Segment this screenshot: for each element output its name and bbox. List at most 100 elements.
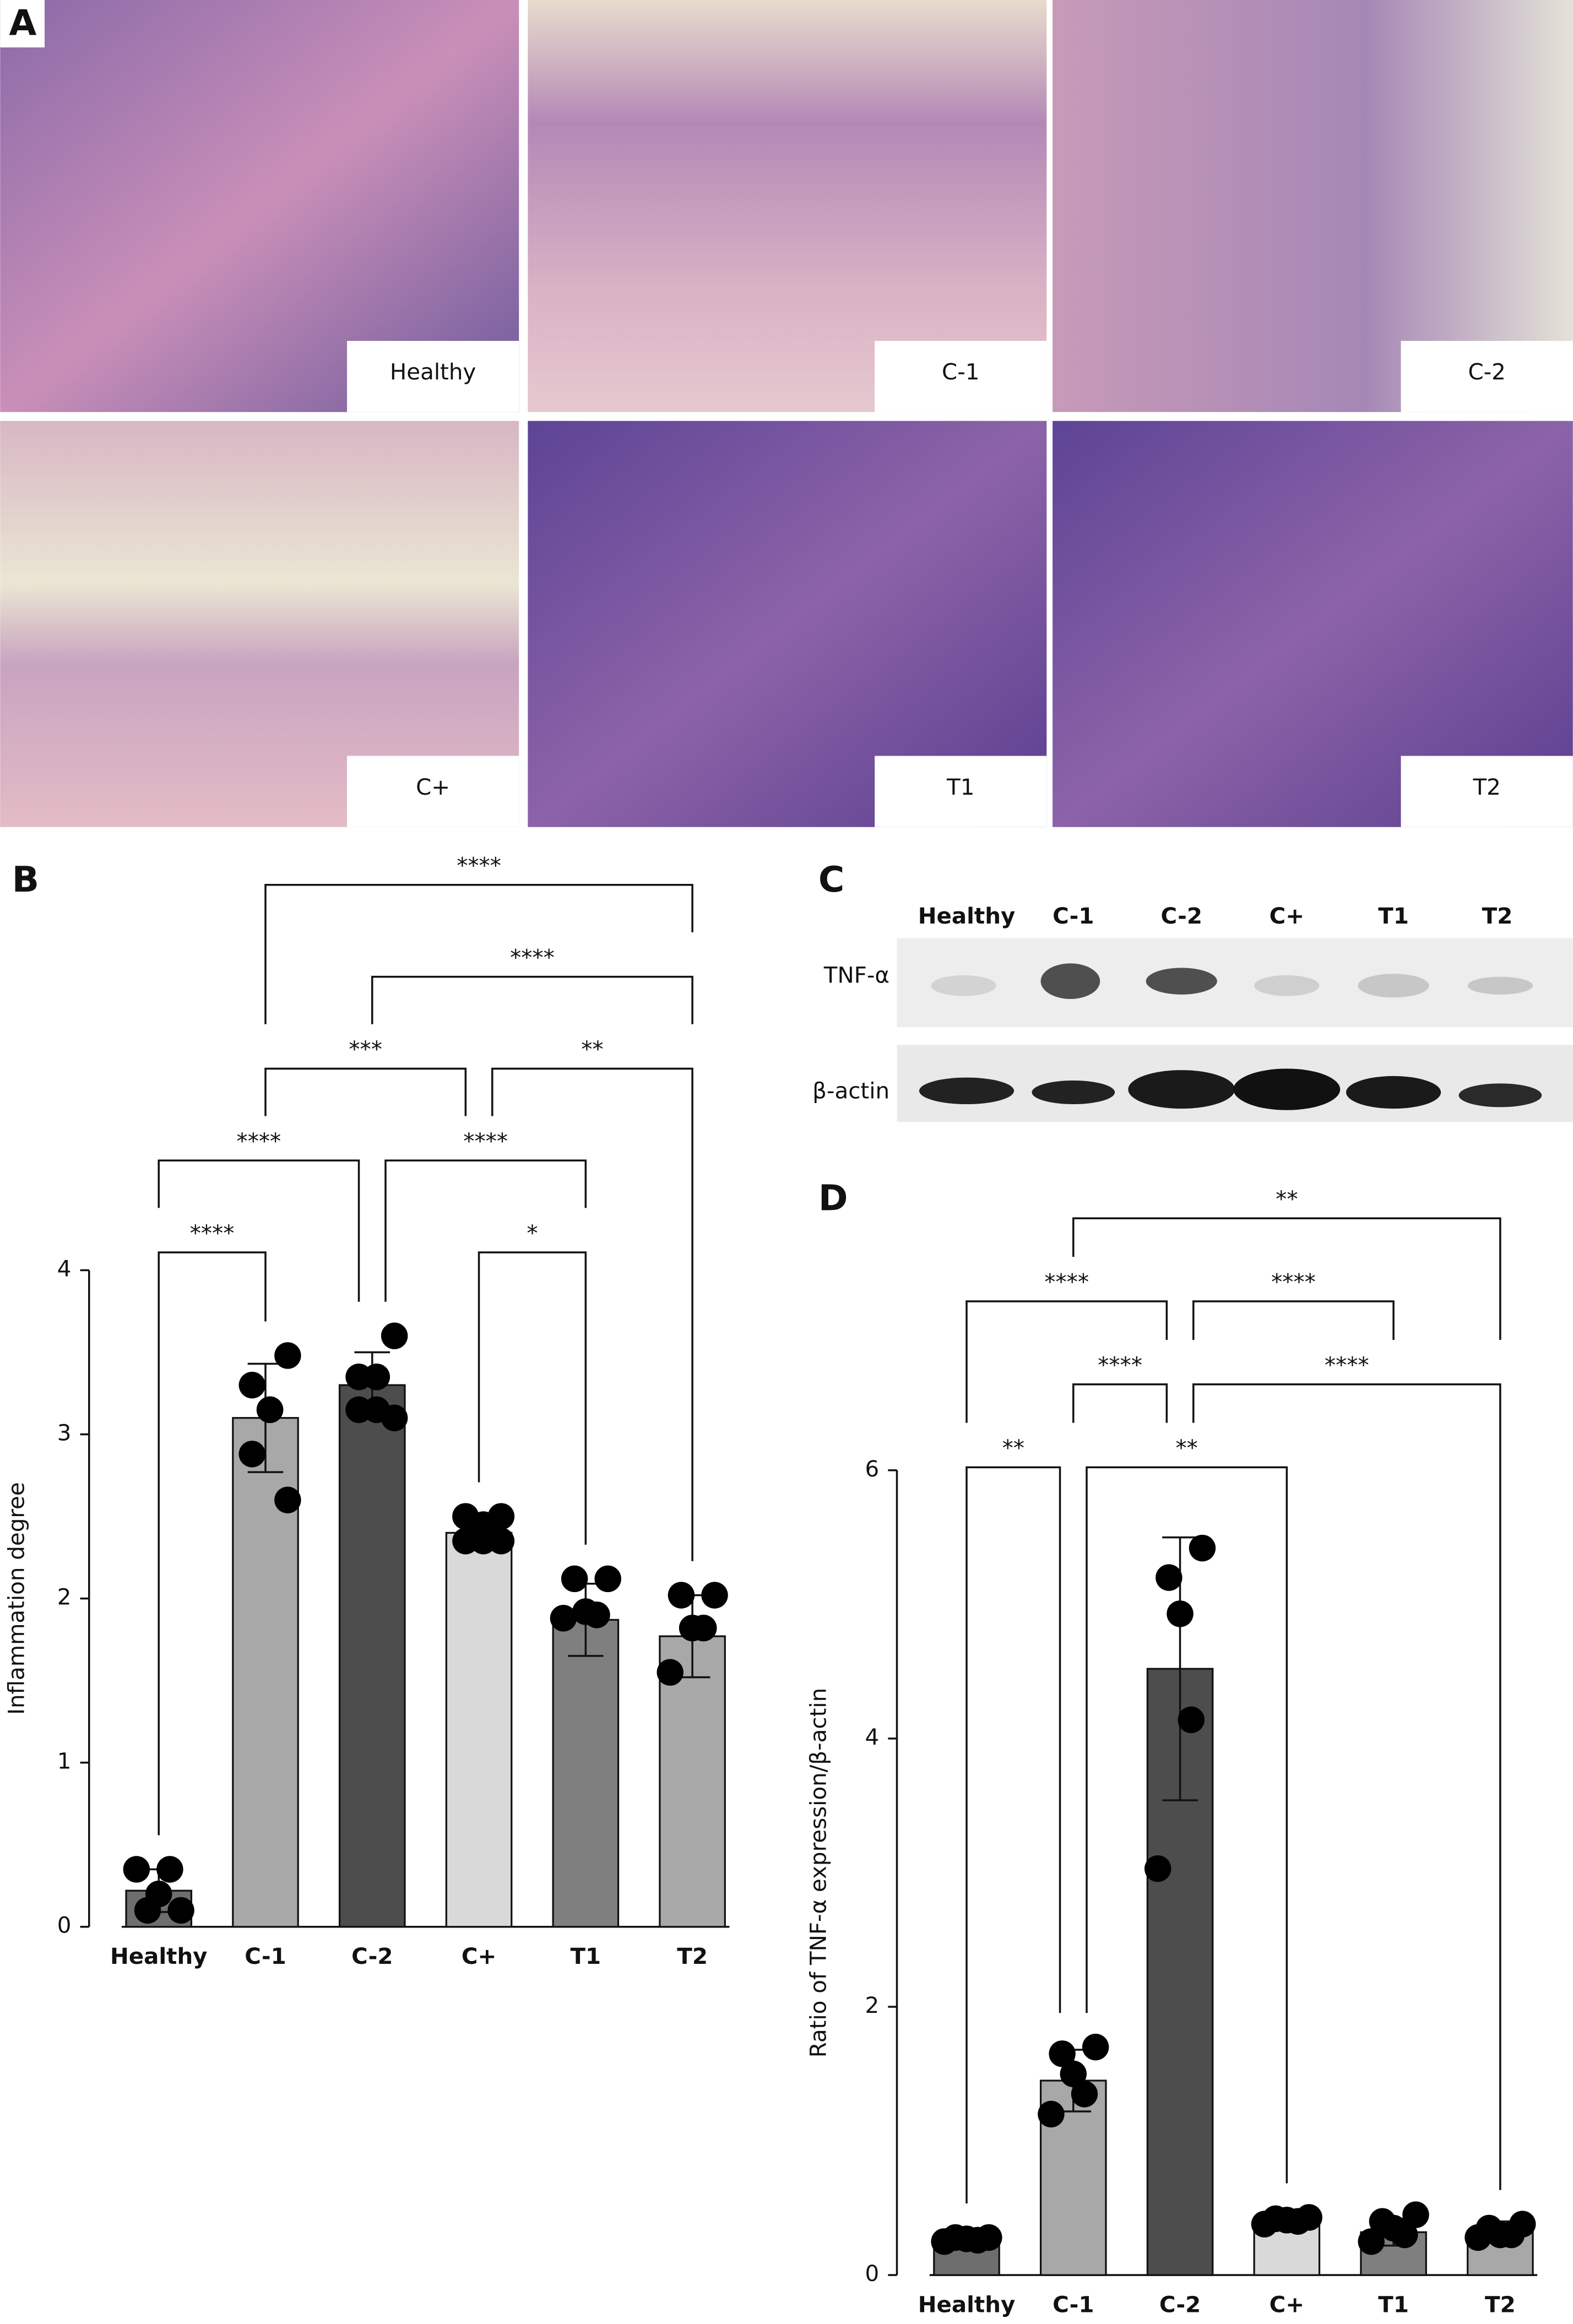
y-tick-label: 0	[57, 1913, 72, 1939]
data-point	[1178, 1706, 1205, 1734]
image-label: Healthy	[390, 359, 476, 385]
image-label-box	[347, 341, 519, 412]
image-label-box	[1401, 341, 1573, 412]
x-tick-label: T1	[571, 1943, 601, 1969]
blot-strip	[897, 1045, 1573, 1122]
data-point	[931, 2228, 958, 2255]
data-point	[487, 1528, 515, 1555]
significance-bracket	[1192, 1383, 1501, 2190]
data-point	[452, 1528, 479, 1555]
x-tick-label: C-1	[245, 1943, 286, 1969]
panel-label: C	[818, 859, 844, 900]
data-point	[345, 1396, 372, 1424]
significance-label: ****	[510, 944, 555, 970]
data-point	[274, 1486, 301, 1513]
data-point	[1402, 2201, 1429, 2228]
data-point	[363, 1363, 390, 1391]
significance-label: ****	[1271, 1269, 1316, 1295]
band	[1040, 963, 1100, 999]
y-axis-label: Inflammation degree	[4, 1482, 30, 1715]
data-point	[256, 1396, 284, 1424]
significance-bracket	[1072, 1383, 1168, 1423]
data-point	[238, 1441, 265, 1468]
data-point	[156, 1856, 183, 1883]
significance-label: ****	[237, 1128, 281, 1154]
band	[1467, 976, 1533, 995]
bar	[445, 1532, 513, 1928]
band	[1146, 968, 1217, 995]
band	[1358, 974, 1429, 998]
x-tick-label: C+	[462, 1943, 496, 1969]
significance-bracket	[264, 1067, 467, 1116]
significance-label: **	[1002, 1435, 1024, 1461]
lane-label: T1	[1378, 903, 1409, 929]
data-point	[1071, 2081, 1098, 2108]
data-point	[1284, 2208, 1311, 2235]
data-point	[1049, 2040, 1076, 2067]
significance-bracket	[264, 883, 693, 1024]
y-tick-label: 0	[865, 2261, 880, 2287]
data-point	[123, 1856, 150, 1883]
band	[1346, 1076, 1441, 1109]
significance-label: *	[527, 1220, 538, 1246]
data-point	[550, 1605, 577, 1632]
x-tick-label: C-2	[351, 1943, 393, 1969]
data-point	[1038, 2100, 1065, 2128]
data-point	[381, 1404, 408, 1431]
image-label-box	[875, 341, 1047, 412]
significance-label: ****	[1325, 1352, 1369, 1378]
image-label-box	[347, 756, 519, 827]
data-point	[657, 1659, 684, 1686]
y-tick-label: 3	[57, 1420, 72, 1446]
significance-bracket	[966, 1466, 1061, 2204]
data-point	[594, 1565, 621, 1593]
panel-a: Healthy C-1 C-2 C+ T1 T2	[0, 0, 1573, 827]
data-point	[1464, 2224, 1491, 2251]
x-tick-label: Healthy	[918, 2292, 1016, 2318]
y-tick-label: 6	[865, 1456, 880, 1482]
panel-c: C Healthy C-1 C-2 C+ T1 T2 TNF-α β-actin	[812, 859, 1573, 1122]
data-point	[1498, 2221, 1525, 2249]
band	[919, 1077, 1015, 1105]
lane-label: C+	[1270, 903, 1304, 929]
significance-label: ****	[463, 1128, 508, 1154]
x-tick-label: C+	[1270, 2292, 1304, 2318]
data-point	[701, 1582, 728, 1609]
image-label: T2	[1472, 774, 1500, 800]
image-label: C+	[416, 774, 450, 800]
data-point	[1156, 1564, 1183, 1591]
x-tick-label: T2	[1485, 2292, 1516, 2318]
image-label: C-1	[942, 359, 979, 385]
data-point	[167, 1897, 194, 1924]
band	[1458, 1083, 1542, 1107]
data-point	[1358, 2228, 1385, 2255]
significance-label: **	[1175, 1435, 1197, 1461]
y-tick-label: 4	[865, 1724, 880, 1750]
significance-bracket	[1072, 1217, 1501, 1340]
data-point	[145, 1880, 172, 1908]
panel-label: B	[12, 859, 39, 900]
x-tick-label: C-1	[1053, 2292, 1094, 2318]
band	[1254, 975, 1320, 996]
data-point	[964, 2227, 991, 2254]
x-tick-label: C-2	[1159, 2292, 1201, 2318]
lane-label: T2	[1482, 903, 1513, 929]
data-point	[668, 1582, 695, 1609]
significance-bracket	[478, 1251, 587, 1545]
band	[931, 975, 996, 996]
x-tick-label: Healthy	[110, 1943, 208, 1969]
bar	[552, 1619, 620, 1928]
significance-label: ****	[1098, 1352, 1142, 1378]
lane-label: C-1	[1053, 903, 1094, 929]
data-point	[690, 1615, 717, 1642]
band	[1128, 1070, 1235, 1109]
significance-bracket	[491, 1067, 693, 1561]
lane-label: Healthy	[918, 903, 1016, 929]
significance-bracket	[384, 1159, 587, 1302]
panel-label: A	[9, 2, 36, 44]
significance-bracket	[1192, 1300, 1395, 1340]
data-point	[1251, 2211, 1278, 2238]
significance-label: ****	[190, 1220, 235, 1246]
significance-label: ***	[349, 1036, 382, 1062]
